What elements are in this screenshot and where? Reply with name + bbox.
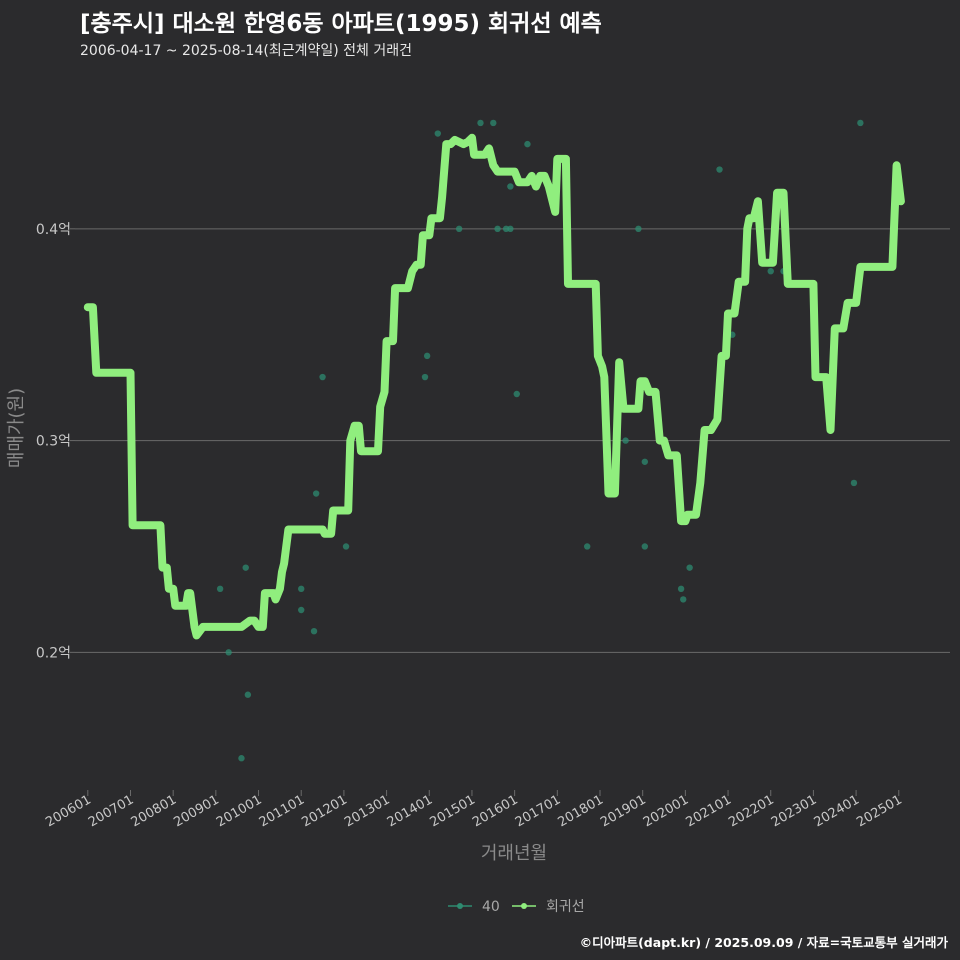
- legend-label: 회귀선: [546, 899, 585, 915]
- x-tick-label: 202201: [726, 792, 776, 830]
- data-point: [507, 183, 514, 190]
- data-point: [225, 649, 232, 656]
- data-point: [319, 373, 326, 381]
- data-point: [310, 627, 318, 635]
- x-tick-label: 201301: [342, 792, 392, 830]
- x-tick-label: 201001: [214, 792, 264, 830]
- x-tick-label: 202401: [812, 792, 862, 830]
- data-point: [242, 564, 249, 571]
- data-point: [455, 225, 463, 233]
- x-tick-label: 200901: [171, 792, 221, 830]
- y-axis-title: 매매가(원): [6, 388, 27, 468]
- x-tick-label: 200601: [43, 792, 93, 830]
- data-point: [677, 585, 685, 593]
- x-axis-ticks: 2006012007012008012009012010012011012012…: [43, 790, 905, 830]
- data-point: [238, 755, 245, 762]
- chart-title: [충주시] 대소원 한영6동 아파트(1995) 회귀선 예측: [80, 11, 602, 37]
- chart-subtitle: 2006-04-17 ~ 2025-08-14(최근계약일) 전체 거래건: [80, 43, 412, 59]
- y-tick-label: 0.4억: [36, 222, 71, 238]
- data-point: [244, 691, 252, 698]
- y-axis-ticks: 0.2억 0.3억 0.4억: [36, 222, 75, 661]
- y-tick-label: 0.2억: [36, 645, 71, 661]
- x-tick-label: 200701: [86, 792, 136, 830]
- x-tick-label: 201201: [299, 792, 349, 830]
- data-point: [298, 606, 305, 614]
- data-point: [423, 352, 431, 360]
- data-point: [494, 225, 501, 233]
- x-tick-label: 202301: [769, 792, 819, 830]
- data-point: [686, 564, 693, 571]
- data-point: [641, 458, 649, 465]
- data-point: [342, 543, 350, 550]
- x-tick-label: 202501: [854, 792, 904, 830]
- data-point: [421, 373, 429, 381]
- grid-lines: [75, 228, 950, 653]
- data-point: [622, 437, 629, 444]
- x-tick-label: 201801: [556, 792, 606, 830]
- data-point: [490, 119, 497, 127]
- legend-label: 40: [482, 899, 500, 915]
- data-point: [477, 119, 484, 127]
- regression-series: [83, 133, 905, 640]
- x-tick-label: 201601: [470, 792, 520, 830]
- x-tick-label: 202001: [641, 792, 691, 830]
- data-point: [298, 585, 305, 593]
- x-tick-label: 201101: [257, 792, 307, 830]
- x-tick-label: 201701: [513, 792, 563, 830]
- data-point: [680, 596, 687, 603]
- data-point: [434, 130, 442, 137]
- x-tick-label: 200801: [129, 792, 179, 830]
- legend-key-dot: [521, 903, 527, 909]
- legend-key-dot: [457, 903, 463, 909]
- data-point: [635, 225, 642, 233]
- legend: 40 회귀선: [448, 899, 585, 915]
- y-tick-label: 0.3억: [36, 434, 71, 450]
- data-point: [641, 543, 649, 550]
- data-point: [583, 543, 591, 550]
- x-axis-title: 거래년월: [481, 843, 547, 864]
- x-tick-label: 201401: [385, 792, 435, 830]
- data-point: [507, 225, 514, 233]
- data-point: [312, 490, 320, 497]
- data-point: [524, 140, 531, 148]
- data-point: [857, 119, 864, 127]
- data-point: [850, 479, 858, 487]
- data-point: [216, 585, 224, 593]
- data-point: [767, 267, 774, 275]
- data-point: [513, 390, 520, 398]
- footer-credit: ©디아파트(dapt.kr) / 2025.09.09 / 자료=국토교통부 실…: [579, 935, 948, 950]
- x-tick-label: 202101: [684, 792, 734, 830]
- regression-line: [83, 133, 905, 640]
- data-point: [716, 166, 723, 173]
- x-tick-label: 201901: [598, 792, 648, 830]
- x-tick-label: 201501: [427, 792, 477, 830]
